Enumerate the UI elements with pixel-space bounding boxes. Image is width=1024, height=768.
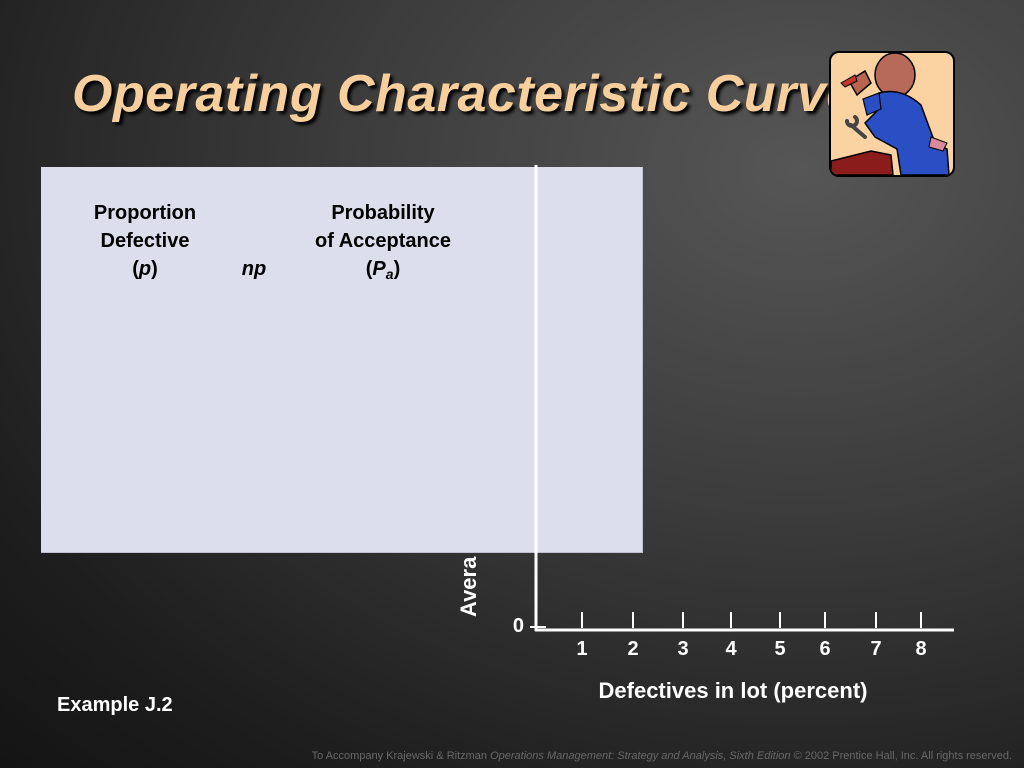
symbol-subscript-a: a	[385, 266, 394, 282]
column-header-np: np	[241, 258, 267, 280]
footer-book-title: Operations Management: Strategy and Anal…	[490, 750, 791, 762]
symbol-p: p	[138, 258, 152, 280]
x-tick-label: 5	[774, 638, 785, 660]
column-header-proportion-defective: Proportion Defective (p)	[69, 199, 221, 283]
symbol-P: P	[372, 258, 386, 280]
header-line: Proportion	[93, 202, 197, 224]
x-tick-label: 6	[819, 638, 830, 660]
slide-title: Operating Characteristic Curve	[72, 65, 856, 123]
x-axis-title: Defectives in lot (percent)	[599, 678, 868, 703]
x-tick-label: 4	[725, 638, 737, 660]
x-tick-label: 8	[915, 638, 926, 660]
paren-open: (	[365, 258, 373, 280]
footer-copyright: To Accompany Krajewski & Ritzman Operati…	[312, 750, 1012, 762]
y-axis-title: Avera	[456, 556, 481, 617]
header-line: Probability	[331, 202, 435, 224]
header-line: Defective	[100, 230, 190, 252]
data-table-panel: Proportion Defective (p) np Probability …	[41, 167, 643, 553]
footer-suffix: © 2002 Prentice Hall, Inc. All rights re…	[790, 750, 1012, 762]
header-line: of Acceptance	[315, 230, 451, 252]
footer-prefix: To Accompany Krajewski & Ritzman	[311, 750, 491, 762]
column-header-probability-of-acceptance: Probability of Acceptance (Pa)	[293, 199, 473, 288]
x-tick-label: 3	[677, 638, 688, 660]
paren-close: )	[151, 258, 158, 280]
header-symbol-line: (Pa)	[293, 255, 473, 288]
x-tick-label: 2	[627, 638, 638, 660]
y-tick-label: 0	[513, 615, 524, 637]
x-tick-label: 7	[870, 638, 881, 660]
worker-with-wrench-icon	[829, 51, 955, 177]
x-tick-label: 1	[576, 638, 587, 660]
paren-close: )	[393, 258, 401, 280]
header-symbol-line: (p)	[69, 255, 221, 283]
example-label: Example J.2	[57, 694, 173, 716]
paren-open: (	[132, 258, 139, 280]
